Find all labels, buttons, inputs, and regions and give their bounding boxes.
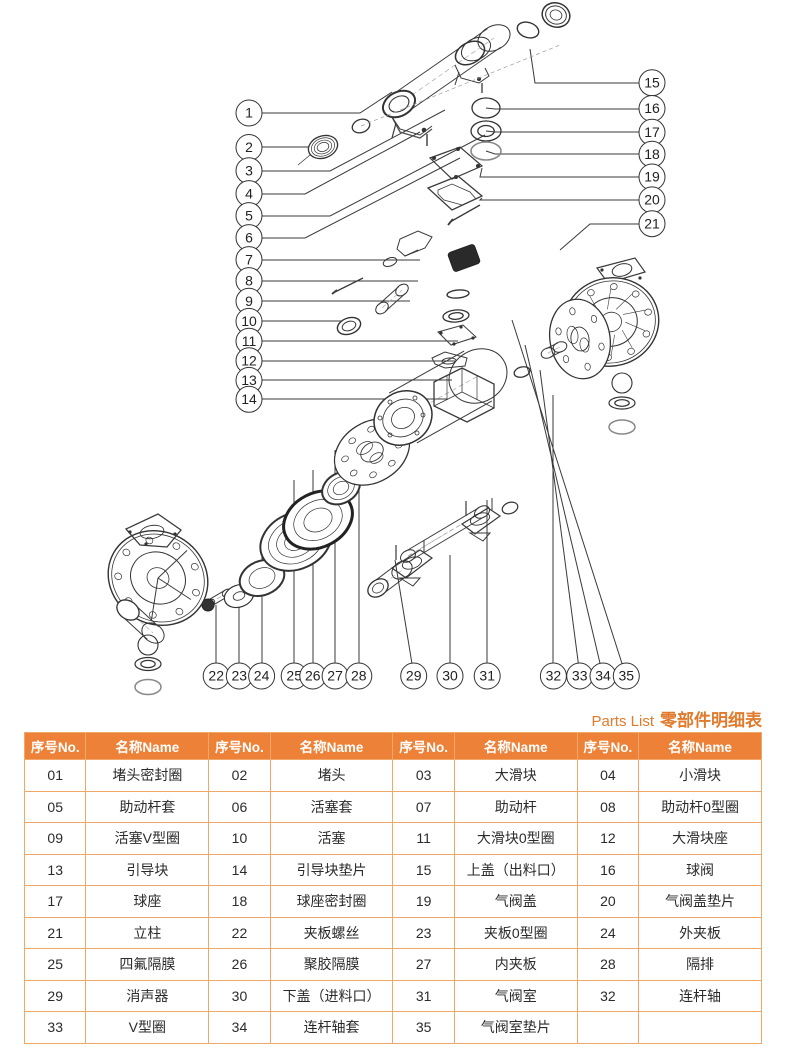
svg-text:6: 6 xyxy=(245,229,253,245)
svg-text:22: 22 xyxy=(208,668,224,684)
svg-text:26: 26 xyxy=(305,668,321,684)
svg-text:12: 12 xyxy=(241,352,257,368)
svg-text:17: 17 xyxy=(644,124,660,140)
svg-text:34: 34 xyxy=(595,668,611,684)
svg-text:33: 33 xyxy=(572,668,588,684)
svg-text:7: 7 xyxy=(245,251,253,267)
svg-text:21: 21 xyxy=(644,215,660,231)
svg-text:8: 8 xyxy=(245,272,253,288)
svg-text:2: 2 xyxy=(245,139,253,155)
svg-text:18: 18 xyxy=(644,146,660,162)
svg-text:28: 28 xyxy=(351,668,367,684)
svg-text:30: 30 xyxy=(442,668,458,684)
svg-text:19: 19 xyxy=(644,169,660,185)
svg-text:11: 11 xyxy=(242,333,257,349)
svg-text:14: 14 xyxy=(241,391,257,407)
svg-text:29: 29 xyxy=(406,668,422,684)
svg-text:16: 16 xyxy=(644,100,660,116)
svg-text:23: 23 xyxy=(232,668,248,684)
svg-text:1: 1 xyxy=(245,105,253,121)
svg-text:15: 15 xyxy=(644,75,660,91)
svg-text:27: 27 xyxy=(327,668,343,684)
svg-text:4: 4 xyxy=(245,185,253,201)
svg-text:35: 35 xyxy=(619,668,635,684)
svg-text:13: 13 xyxy=(241,372,257,388)
svg-text:9: 9 xyxy=(245,293,253,309)
svg-text:20: 20 xyxy=(644,192,660,208)
svg-text:31: 31 xyxy=(479,668,495,684)
svg-text:24: 24 xyxy=(254,668,270,684)
svg-text:5: 5 xyxy=(245,207,253,223)
svg-text:32: 32 xyxy=(546,668,562,684)
svg-text:3: 3 xyxy=(245,162,253,178)
svg-text:10: 10 xyxy=(241,313,257,329)
